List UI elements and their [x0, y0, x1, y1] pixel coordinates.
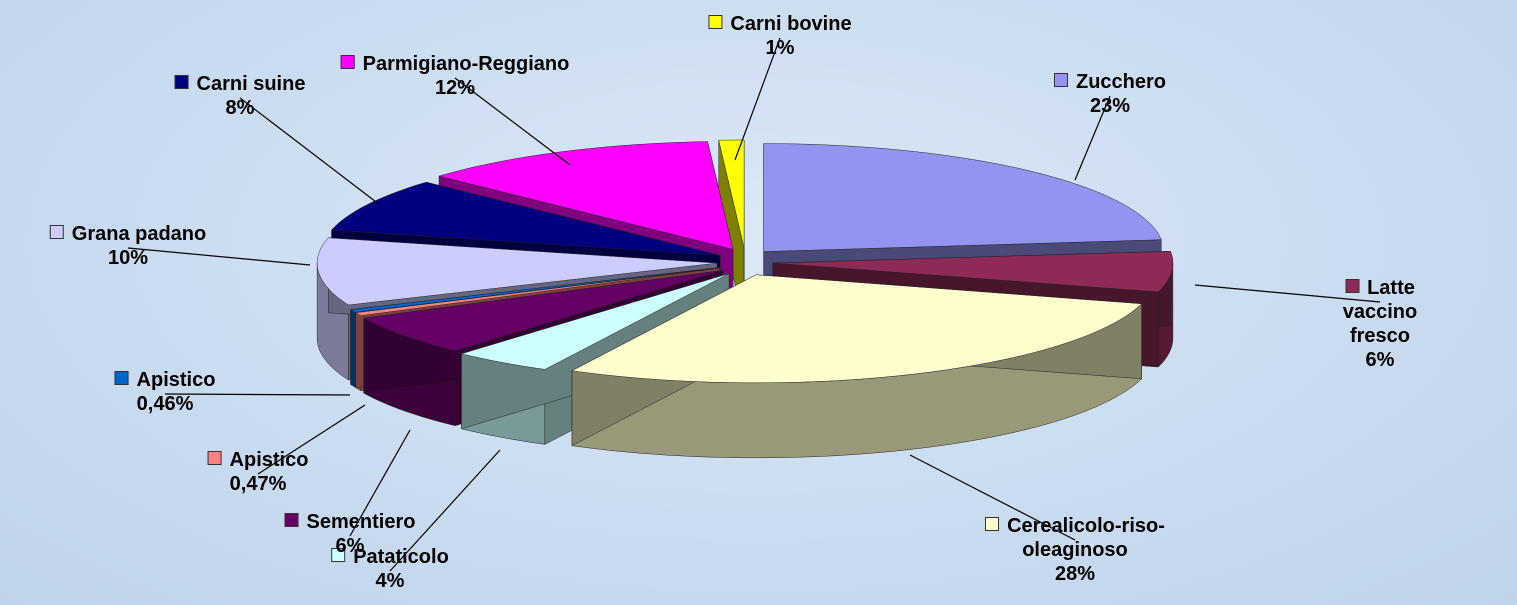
- pie-slice: [330, 181, 721, 256]
- label-name: Latte vaccino fresco: [1312, 276, 1449, 348]
- slice-label: Apistico 0,47%: [207, 448, 309, 496]
- leader-line: [909, 454, 1076, 541]
- legend-swatch: [207, 451, 222, 465]
- label-name: Carni suine: [174, 72, 306, 96]
- pie-slice: [362, 270, 723, 351]
- legend-swatch: [708, 15, 723, 29]
- slice-label: Cerealicolo-riso-oleaginoso 28%: [955, 514, 1195, 586]
- value-label: 0,47%: [229, 473, 287, 495]
- label-name: Carni bovine: [708, 12, 852, 36]
- value-label: 10%: [107, 247, 149, 269]
- legend-swatch: [1053, 73, 1068, 87]
- label-name: Sementiero: [284, 510, 416, 534]
- value-label: 8%: [225, 97, 255, 119]
- category-label: Carni bovine: [730, 13, 852, 35]
- leader-line: [127, 247, 311, 266]
- value-label: 1%: [765, 37, 795, 59]
- pie-slice: [571, 274, 1143, 384]
- legend-swatch: [284, 513, 299, 527]
- category-label: Apistico: [136, 369, 216, 391]
- leader-line: [1194, 284, 1381, 303]
- leader-line: [1074, 95, 1111, 181]
- category-label: Latte vaccino fresco: [1342, 277, 1418, 347]
- legend-swatch: [1345, 279, 1360, 293]
- value-label: 0,46%: [136, 393, 194, 415]
- pie-slice: [316, 237, 718, 306]
- slice-label: Latte vaccino fresco 6%: [1312, 276, 1449, 372]
- legend-swatch: [331, 548, 346, 562]
- legend-swatch: [340, 55, 355, 69]
- value-label: 23%: [1089, 95, 1131, 117]
- pie-slice: [460, 273, 730, 370]
- value-label: 12%: [434, 77, 476, 99]
- category-label: Zucchero: [1075, 71, 1167, 93]
- leader-line: [349, 429, 411, 537]
- pie-slice: [772, 251, 1174, 293]
- label-name: Parmigiano-Reggiano: [340, 52, 570, 76]
- category-label: Parmigiano-Reggiano: [362, 53, 570, 75]
- slice-label: Apistico 0,46%: [114, 368, 216, 416]
- leader-line: [239, 97, 381, 206]
- category-label: Grana padano: [71, 223, 207, 245]
- pie-slice: [718, 139, 745, 249]
- label-name: Pataticolo: [331, 545, 449, 569]
- label-name: Grana padano: [49, 222, 207, 246]
- leader-line: [164, 393, 351, 396]
- legend-swatch: [174, 75, 189, 89]
- pie-slice: [438, 141, 734, 250]
- leader-line: [389, 449, 501, 572]
- slice-label: Carni suine 8%: [174, 72, 306, 120]
- value-label: 6%: [335, 535, 365, 557]
- label-name: Apistico: [207, 448, 309, 472]
- category-label: Cerealicolo-riso-oleaginoso: [1007, 515, 1165, 561]
- slice-label: Zucchero 23%: [1053, 70, 1167, 118]
- label-name: Zucchero: [1053, 70, 1167, 94]
- value-label: 4%: [375, 570, 405, 592]
- legend-swatch: [49, 225, 64, 239]
- legend-swatch: [985, 517, 1000, 531]
- value-label: 28%: [1054, 563, 1096, 585]
- slice-label: Pataticolo 4%: [331, 545, 449, 593]
- legend-swatch: [114, 371, 129, 385]
- slice-label: Grana padano 10%: [49, 222, 207, 270]
- leader-line: [257, 404, 366, 475]
- leader-line: [734, 37, 781, 161]
- category-label: Pataticolo: [353, 546, 449, 568]
- category-label: Sementiero: [306, 511, 416, 533]
- category-label: Apistico: [229, 449, 309, 471]
- label-name: Cerealicolo-riso-oleaginoso: [955, 514, 1195, 562]
- label-name: Apistico: [114, 368, 216, 392]
- pie-slice: [354, 267, 720, 316]
- pie-slice: [349, 267, 720, 313]
- slice-label: Carni bovine 1%: [708, 12, 852, 60]
- value-label: 6%: [1365, 349, 1395, 371]
- pie-slice: [763, 143, 1162, 252]
- leader-line: [454, 77, 571, 166]
- slice-label: Parmigiano-Reggiano 12%: [340, 52, 570, 100]
- slice-label: Sementiero 6%: [284, 510, 416, 558]
- category-label: Carni suine: [196, 73, 306, 95]
